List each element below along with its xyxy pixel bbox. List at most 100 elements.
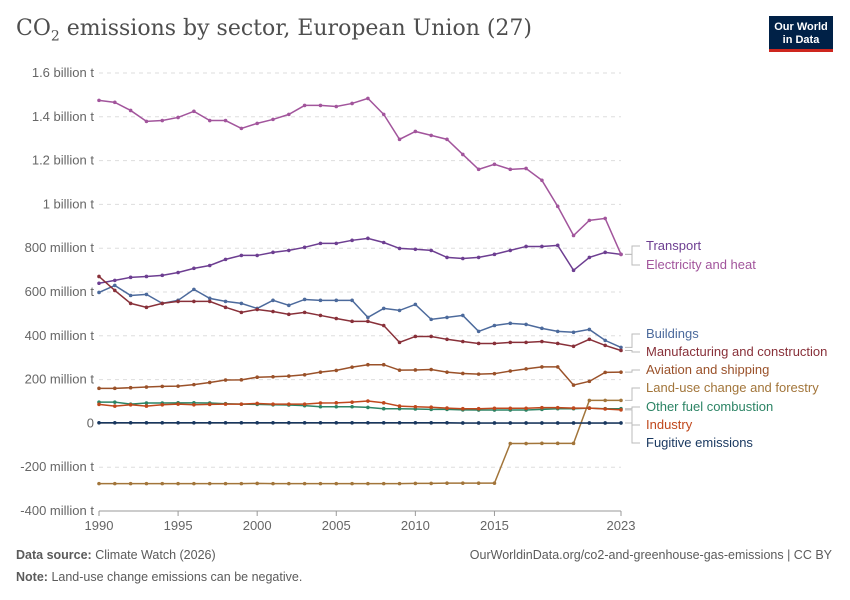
data-point: [524, 340, 528, 345]
data-point: [587, 327, 592, 332]
data-point: [508, 248, 513, 253]
citation-url[interactable]: OurWorldinData.org/co2-and-greenhouse-ga…: [469, 548, 832, 562]
series-line-manufacturing-and-construction: [98, 275, 622, 352]
data-point: [207, 299, 212, 304]
source-link[interactable]: Climate Watch (2026): [95, 548, 216, 562]
data-point: [113, 283, 117, 288]
data-point: [207, 402, 212, 407]
data-point: [255, 375, 259, 379]
series-label[interactable]: Transport: [646, 238, 702, 253]
data-point: [192, 299, 196, 304]
data-point: [461, 481, 465, 485]
data-point: [334, 104, 339, 109]
y-tick-label: 1.2 billion t: [32, 153, 95, 168]
series-label[interactable]: Aviation and shipping: [646, 362, 769, 377]
data-point: [176, 402, 180, 406]
data-point: [413, 481, 418, 486]
data-point: [318, 404, 323, 409]
data-point: [555, 365, 560, 369]
data-point: [302, 310, 307, 315]
data-point: [239, 420, 244, 425]
data-point: [223, 305, 228, 310]
data-point: [144, 401, 149, 405]
data-point: [144, 481, 149, 486]
data-point: [397, 246, 402, 251]
data-point: [239, 253, 244, 258]
data-point: [587, 379, 592, 384]
data-point: [271, 250, 275, 255]
data-point: [571, 268, 576, 273]
data-point: [461, 421, 465, 425]
data-point: [350, 404, 354, 409]
data-point: [508, 340, 513, 345]
data-point: [397, 481, 402, 486]
data-point: [555, 204, 560, 209]
data-point: [492, 421, 497, 425]
series-label[interactable]: Buildings: [646, 326, 699, 341]
label-connector: [625, 387, 640, 401]
data-point: [239, 402, 244, 406]
series-line-buildings: [98, 284, 622, 349]
data-point: [176, 384, 180, 388]
data-point: [176, 270, 180, 275]
data-point: [381, 240, 386, 245]
data-point: [97, 290, 101, 295]
label-connector: [625, 369, 640, 373]
data-point: [476, 406, 481, 411]
data-point: [287, 112, 291, 117]
data-point: [192, 420, 196, 425]
data-point: [144, 119, 149, 124]
data-point: [302, 402, 307, 406]
label-connector: [625, 422, 640, 444]
data-point: [334, 298, 339, 303]
data-point: [223, 420, 228, 425]
data-point: [334, 420, 339, 425]
data-point: [255, 401, 259, 406]
series-label[interactable]: Other fuel combustion: [646, 399, 773, 414]
data-point: [603, 343, 607, 348]
data-point: [619, 252, 623, 257]
data-point: [302, 372, 307, 377]
data-point: [113, 481, 117, 486]
data-point: [429, 367, 433, 372]
data-point: [302, 245, 307, 250]
data-point: [207, 118, 212, 123]
data-point: [366, 315, 370, 320]
data-point: [429, 405, 433, 409]
data-point: [287, 402, 291, 406]
data-point: [397, 420, 402, 425]
series-label[interactable]: Industry: [646, 417, 693, 432]
data-point: [223, 378, 228, 382]
data-point: [429, 317, 433, 322]
series-label[interactable]: Fugitive emissions: [646, 435, 753, 450]
owid-logo[interactable]: Our World in Data: [769, 16, 833, 52]
series-label[interactable]: Manufacturing and construction: [646, 344, 827, 359]
data-point: [160, 481, 165, 486]
series-label[interactable]: Electricity and heat: [646, 257, 756, 272]
x-tick-label: 2005: [322, 518, 351, 533]
data-point: [587, 337, 592, 342]
data-point: [366, 481, 370, 486]
data-point: [334, 404, 339, 409]
data-point: [397, 340, 402, 345]
data-point: [160, 402, 165, 407]
data-point: [207, 296, 212, 301]
data-point: [350, 400, 354, 404]
data-point: [381, 112, 386, 117]
y-tick-label: 400 million t: [25, 328, 95, 343]
data-point: [492, 323, 497, 328]
data-point: [445, 337, 449, 342]
data-point: [239, 310, 244, 315]
series-label[interactable]: Land-use change and forestry: [646, 380, 819, 395]
data-point: [350, 481, 354, 486]
data-point: [413, 420, 418, 425]
data-point: [413, 404, 418, 409]
data-point: [128, 275, 133, 280]
data-point: [97, 98, 101, 103]
series-line-land-use-change-and-forestry: [99, 399, 621, 485]
data-point: [318, 401, 323, 405]
data-point: [381, 323, 386, 328]
data-point: [334, 316, 339, 321]
data-point: [239, 481, 244, 486]
data-point: [492, 252, 497, 257]
